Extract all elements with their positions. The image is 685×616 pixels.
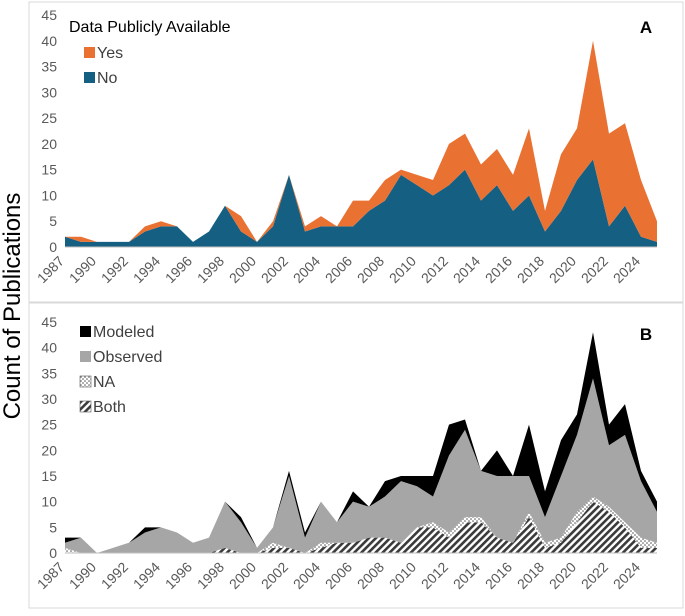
legend-label-modeled: Modeled xyxy=(93,324,154,341)
legend-swatch-no xyxy=(84,72,95,83)
area-series-both xyxy=(65,501,657,553)
legend-swatch-modeled xyxy=(80,326,91,337)
y-tick-label: 25 xyxy=(41,110,57,126)
area-series-na xyxy=(65,496,657,553)
y-tick-label: 15 xyxy=(41,162,57,178)
y-tick-label: 45 xyxy=(41,314,57,330)
y-tick-label: 45 xyxy=(41,7,57,23)
y-tick-label: 40 xyxy=(41,33,57,49)
legend-label-observed: Observed xyxy=(93,349,162,366)
panel-label: B xyxy=(640,325,652,344)
y-tick-label: 5 xyxy=(49,519,57,535)
legend-swatch-na xyxy=(79,375,92,388)
y-tick-label: 30 xyxy=(41,391,57,407)
legend-label-na: NA xyxy=(93,374,116,391)
legend-label-yes: Yes xyxy=(97,45,123,62)
y-tick-label: 35 xyxy=(41,365,57,381)
y-tick-label: 20 xyxy=(41,442,57,458)
legend-label-no: No xyxy=(97,70,118,87)
y-tick-label: 25 xyxy=(41,417,57,433)
y-tick-label: 0 xyxy=(49,239,57,255)
y-tick-label: 20 xyxy=(41,136,57,152)
y-tick-label: 30 xyxy=(41,84,57,100)
y-tick-label: 40 xyxy=(41,340,57,356)
y-tick-label: 15 xyxy=(41,468,57,484)
y-tick-label: 0 xyxy=(49,545,57,561)
y-axis-title: Count of Publications xyxy=(0,193,26,420)
area-series-observed xyxy=(65,378,657,553)
area-series-no xyxy=(65,159,657,247)
y-tick-label: 35 xyxy=(41,59,57,75)
y-tick-label: 10 xyxy=(41,494,57,510)
legend-swatch-observed xyxy=(80,351,91,362)
legend-swatch-both xyxy=(79,400,92,413)
panel-label: A xyxy=(640,18,652,37)
area-series-yes xyxy=(65,40,657,242)
y-tick-label: 10 xyxy=(41,187,57,203)
legend-swatch-yes xyxy=(84,47,95,58)
y-tick-label: 5 xyxy=(49,213,57,229)
legend-title: Data Publicly Available xyxy=(69,19,231,36)
legend-label-both: Both xyxy=(93,399,126,416)
